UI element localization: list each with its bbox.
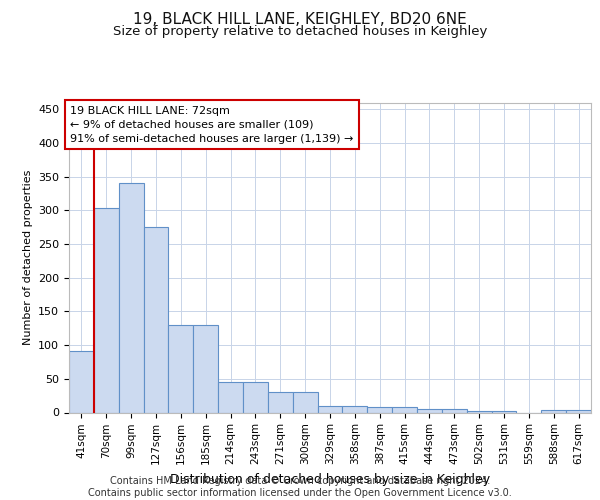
Bar	[343, 406, 367, 412]
Text: 19 BLACK HILL LANE: 72sqm
← 9% of detached houses are smaller (109)
91% of semi-: 19 BLACK HILL LANE: 72sqm ← 9% of detach…	[70, 106, 353, 144]
Bar	[467, 411, 491, 412]
Bar	[541, 410, 566, 412]
Bar	[243, 382, 268, 412]
Bar	[218, 382, 243, 412]
Bar	[317, 406, 343, 412]
Text: Contains HM Land Registry data © Crown copyright and database right 2024.
Contai: Contains HM Land Registry data © Crown c…	[88, 476, 512, 498]
Bar	[94, 208, 119, 412]
Text: 19, BLACK HILL LANE, KEIGHLEY, BD20 6NE: 19, BLACK HILL LANE, KEIGHLEY, BD20 6NE	[133, 12, 467, 28]
Bar	[417, 409, 442, 412]
X-axis label: Distribution of detached houses by size in Keighley: Distribution of detached houses by size …	[170, 472, 490, 486]
Bar	[367, 407, 392, 412]
Y-axis label: Number of detached properties: Number of detached properties	[23, 170, 32, 345]
Text: Size of property relative to detached houses in Keighley: Size of property relative to detached ho…	[113, 25, 487, 38]
Bar	[293, 392, 317, 412]
Bar	[268, 392, 293, 412]
Bar	[193, 325, 218, 412]
Bar	[119, 184, 143, 412]
Bar	[442, 409, 467, 412]
Bar	[169, 325, 193, 412]
Bar	[566, 410, 591, 412]
Bar	[69, 350, 94, 412]
Bar	[143, 226, 169, 412]
Bar	[392, 407, 417, 412]
Bar	[491, 411, 517, 412]
